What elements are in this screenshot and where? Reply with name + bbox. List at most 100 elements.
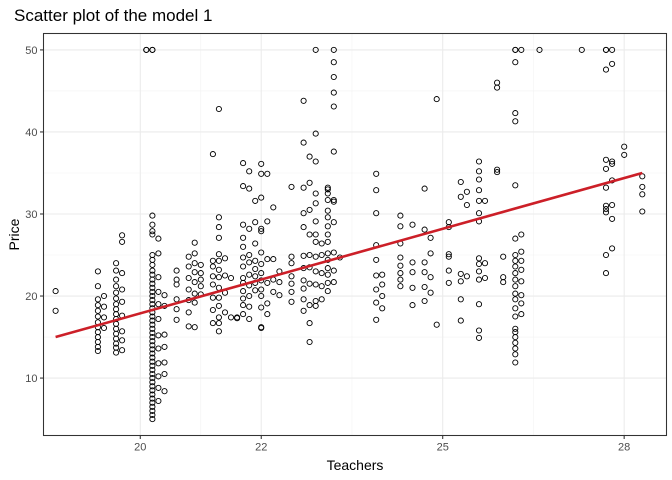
data-point: [602, 251, 610, 259]
data-point: [494, 166, 501, 173]
data-point: [149, 325, 156, 332]
data-point: [276, 279, 283, 286]
data-point: [149, 358, 156, 365]
data-point: [306, 153, 313, 160]
data-point: [270, 288, 277, 295]
data-point: [149, 354, 156, 361]
data-point: [602, 184, 610, 191]
data-point: [312, 253, 319, 260]
data-point: [240, 221, 247, 228]
data-point: [240, 263, 247, 270]
data-point: [463, 201, 470, 209]
data-point: [119, 347, 126, 354]
data-point: [312, 297, 319, 305]
data-point: [215, 314, 222, 321]
data-point: [639, 191, 646, 198]
data-point: [512, 276, 519, 283]
data-point: [94, 343, 101, 350]
data-point: [246, 315, 253, 323]
data-point: [445, 279, 452, 286]
data-point: [173, 281, 180, 288]
data-point: [306, 338, 313, 346]
data-point: [246, 303, 253, 310]
data-point: [306, 206, 313, 213]
data-point: [209, 294, 216, 301]
y-tick-label: 30: [25, 209, 37, 221]
data-point: [209, 151, 216, 158]
data-point: [215, 105, 222, 113]
data-point: [227, 314, 235, 321]
data-point: [512, 359, 519, 366]
data-point: [475, 187, 483, 194]
data-point: [494, 169, 501, 176]
data-point: [258, 324, 265, 331]
data-point: [258, 286, 265, 293]
data-point: [149, 267, 156, 274]
data-point: [155, 288, 162, 295]
data-point: [113, 320, 120, 327]
data-point: [246, 271, 253, 278]
data-point: [409, 302, 416, 309]
data-point: [227, 274, 235, 282]
data-point: [94, 338, 101, 346]
data-point: [512, 351, 519, 358]
x-tick-label: 22: [255, 442, 267, 454]
data-point: [373, 187, 380, 194]
data-point: [149, 383, 156, 390]
data-point: [312, 130, 319, 137]
data-point: [52, 307, 59, 314]
data-point: [609, 245, 616, 252]
data-point: [113, 276, 120, 283]
data-point: [433, 321, 440, 328]
data-point: [264, 311, 271, 318]
data-point: [427, 250, 434, 257]
data-point: [149, 391, 156, 398]
data-point: [300, 277, 307, 284]
data-point: [100, 314, 108, 321]
data-point: [149, 301, 156, 308]
data-point: [481, 274, 489, 282]
data-point: [173, 276, 180, 283]
data-point: [494, 84, 501, 91]
data-point: [457, 278, 464, 285]
data-point: [421, 185, 428, 192]
data-point: [306, 231, 313, 238]
data-point: [518, 257, 525, 264]
data-point: [119, 328, 126, 335]
data-point: [252, 219, 259, 226]
data-point: [246, 225, 253, 232]
data-point: [143, 46, 150, 53]
data-point: [312, 200, 319, 207]
chart-title: Scatter plot of the model 1: [14, 6, 212, 25]
data-point: [149, 399, 156, 406]
data-point: [246, 185, 253, 192]
data-point: [512, 118, 519, 125]
data-point: [602, 202, 610, 209]
data-point: [149, 387, 156, 394]
data-point: [330, 219, 337, 226]
y-tick-label: 10: [25, 373, 37, 385]
data-point: [609, 46, 616, 53]
data-point: [312, 46, 319, 53]
data-point: [324, 207, 331, 214]
data-point: [191, 239, 198, 246]
data-point: [240, 302, 247, 309]
data-point: [397, 262, 404, 269]
data-point: [324, 250, 331, 257]
data-point: [149, 416, 156, 423]
data-point: [288, 273, 295, 280]
data-point: [397, 283, 404, 290]
data-point: [427, 234, 434, 241]
data-point: [191, 279, 198, 286]
y-tick-label: 40: [25, 127, 37, 139]
data-point: [306, 302, 313, 309]
data-point: [518, 292, 525, 299]
data-point: [113, 289, 120, 296]
data-point: [312, 281, 319, 288]
data-point: [475, 268, 483, 275]
data-point: [300, 224, 307, 231]
data-point: [258, 194, 265, 201]
data-point: [500, 279, 507, 286]
data-point: [149, 350, 156, 357]
data-point: [463, 273, 470, 280]
